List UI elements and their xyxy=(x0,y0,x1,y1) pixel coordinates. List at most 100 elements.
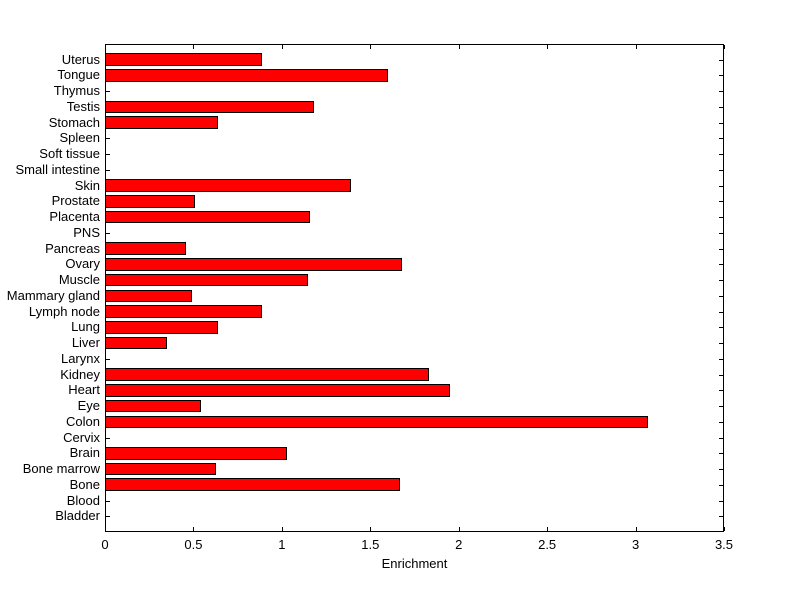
x-tick-bottom-3 xyxy=(370,527,372,531)
y-tick-label-lung: Lung xyxy=(71,319,100,335)
bar-placenta xyxy=(105,210,311,224)
y-tick-right-pancreas xyxy=(719,248,723,250)
x-tick-top-3 xyxy=(370,45,372,49)
y-tick-label-pancreas: Pancreas xyxy=(45,240,100,256)
y-tick-right-placenta xyxy=(719,217,723,219)
y-tick-right-brain xyxy=(719,453,723,455)
y-tick-right-heart xyxy=(719,390,723,392)
x-tick-bottom-2 xyxy=(281,527,283,531)
y-tick-label-mammary-gland: Mammary gland xyxy=(6,287,100,303)
y-tick-label-uterus: Uterus xyxy=(61,51,100,67)
x-tick-bottom-4 xyxy=(458,527,460,531)
y-tick-right-eye xyxy=(719,406,723,408)
y-tick-label-placenta: Placenta xyxy=(49,209,100,225)
y-tick-right-bladder xyxy=(719,516,723,518)
y-tick-label-brain: Brain xyxy=(69,445,100,461)
y-tick-right-pns xyxy=(719,232,723,234)
y-tick-label-prostate: Prostate xyxy=(51,193,100,209)
y-tick-left-larynx xyxy=(106,358,110,360)
y-tick-left-spleen xyxy=(106,138,110,140)
y-tick-right-colon xyxy=(719,421,723,423)
y-tick-right-stomach xyxy=(719,122,723,124)
bar-bone-marrow xyxy=(105,462,217,476)
y-tick-right-prostate xyxy=(719,201,723,203)
y-tick-label-liver: Liver xyxy=(71,335,100,351)
bar-mammary-gland xyxy=(105,289,192,303)
y-tick-right-skin xyxy=(719,185,723,187)
x-tick-bottom-1 xyxy=(193,527,195,531)
y-tick-right-uterus xyxy=(719,59,723,61)
y-tick-right-bone xyxy=(719,484,723,486)
y-tick-right-liver xyxy=(719,343,723,345)
bar-kidney xyxy=(105,368,429,381)
x-tick-label-3: 1.5 xyxy=(361,537,380,552)
x-tick-top-6 xyxy=(635,45,637,49)
x-tick-label-5: 2.5 xyxy=(538,537,557,552)
x-tick-bottom-5 xyxy=(547,527,549,531)
y-tick-label-tongue: Tongue xyxy=(57,67,100,83)
y-tick-label-stomach: Stomach xyxy=(48,114,100,130)
y-tick-label-small-intestine: Small intestine xyxy=(15,161,100,177)
y-tick-label-eye: Eye xyxy=(77,398,100,414)
y-tick-left-bladder xyxy=(106,516,110,518)
y-tick-right-blood xyxy=(719,500,723,502)
y-tick-left-small-intestine xyxy=(106,169,110,171)
y-tick-right-larynx xyxy=(719,358,723,360)
y-tick-label-bone: Bone xyxy=(69,476,100,492)
y-tick-left-blood xyxy=(106,500,110,502)
y-tick-label-colon: Colon xyxy=(66,413,100,429)
bar-skin xyxy=(105,179,351,192)
y-tick-label-kidney: Kidney xyxy=(60,366,100,382)
y-tick-left-cervix xyxy=(106,437,110,439)
x-tick-top-7 xyxy=(724,45,725,49)
bar-pancreas xyxy=(105,242,187,255)
y-tick-right-tongue xyxy=(719,75,723,77)
x-tick-top-2 xyxy=(281,45,283,49)
y-tick-right-bone-marrow xyxy=(719,469,723,471)
bar-lung xyxy=(105,321,219,334)
y-tick-left-pns xyxy=(106,232,110,234)
y-tick-right-soft-tissue xyxy=(719,154,723,156)
y-tick-label-larynx: Larynx xyxy=(60,350,100,366)
y-tick-left-soft-tissue xyxy=(106,154,110,156)
bar-brain xyxy=(105,446,288,460)
bar-stomach xyxy=(105,116,219,129)
y-tick-label-ovary: Ovary xyxy=(65,256,100,272)
x-tick-top-4 xyxy=(458,45,460,49)
y-tick-right-kidney xyxy=(719,374,723,376)
y-tick-label-heart: Heart xyxy=(68,382,100,398)
x-tick-label-7: 3.5 xyxy=(714,537,734,552)
x-tick-label-2: 1 xyxy=(278,537,286,552)
bar-prostate xyxy=(105,195,196,208)
x-tick-top-1 xyxy=(193,45,195,49)
bar-uterus xyxy=(105,53,263,67)
bar-testis xyxy=(105,100,314,114)
y-tick-label-blood: Blood xyxy=(66,492,100,508)
y-tick-right-mammary-gland xyxy=(719,295,723,297)
x-tick-label-0: 0 xyxy=(101,537,109,552)
y-tick-right-muscle xyxy=(719,280,723,282)
y-tick-label-cervix: Cervix xyxy=(63,429,100,445)
y-tick-right-testis xyxy=(719,106,723,108)
y-tick-label-bone-marrow: Bone marrow xyxy=(22,461,100,477)
bar-colon xyxy=(105,415,648,429)
y-tick-right-thymus xyxy=(719,91,723,93)
bar-liver xyxy=(105,336,167,350)
y-tick-left-thymus xyxy=(106,91,110,93)
y-tick-right-cervix xyxy=(719,437,723,439)
y-tick-right-ovary xyxy=(719,264,723,266)
bar-ovary xyxy=(105,258,403,271)
x-tick-label-1: 0.5 xyxy=(184,537,203,552)
bar-heart xyxy=(105,384,450,397)
bar-bone xyxy=(105,478,401,492)
x-tick-bottom-6 xyxy=(635,527,637,531)
bar-tongue xyxy=(105,69,388,82)
x-tick-bottom-0 xyxy=(105,527,106,531)
y-tick-label-bladder: Bladder xyxy=(55,508,100,524)
y-tick-label-lymph-node: Lymph node xyxy=(28,303,100,319)
x-axis-label: Enrichment xyxy=(381,556,448,571)
bar-lymph-node xyxy=(105,305,263,318)
y-tick-right-spleen xyxy=(719,138,723,140)
y-tick-label-testis: Testis xyxy=(66,98,100,114)
y-tick-right-small-intestine xyxy=(719,169,723,171)
